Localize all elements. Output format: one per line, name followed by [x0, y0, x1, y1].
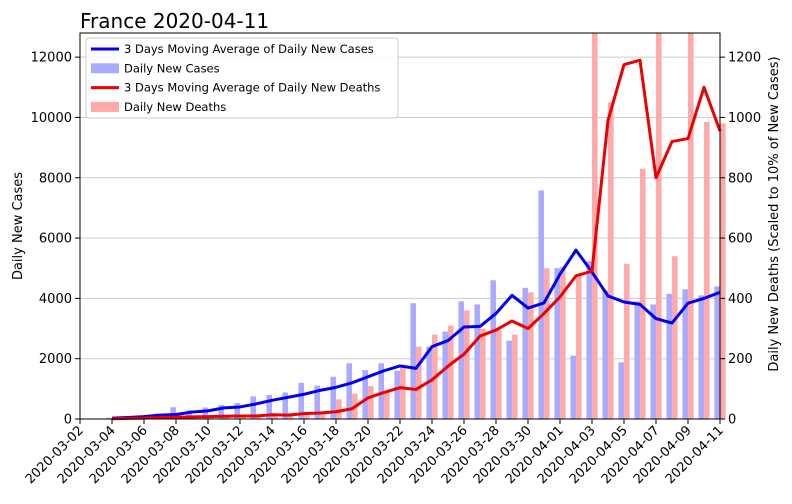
deaths-bar — [384, 391, 390, 419]
cases-bar — [266, 394, 272, 419]
deaths-bar — [560, 266, 566, 419]
y-tick-label: 0 — [64, 413, 72, 428]
cases-bar — [234, 403, 240, 419]
y2-tick-label: 600 — [728, 232, 753, 247]
cases-bar — [602, 290, 608, 419]
deaths-bar — [544, 268, 550, 419]
deaths-bar — [272, 414, 278, 419]
y-axis-label: Daily New Cases — [11, 172, 26, 280]
cases-bar — [202, 407, 208, 419]
legend: 3 Days Moving Average of Daily New Cases… — [85, 37, 399, 119]
y-tick-label: 6000 — [39, 232, 72, 247]
chart-title: France 2020-04-11 — [80, 9, 269, 33]
deaths-bar — [656, 33, 662, 419]
cases-bar — [666, 293, 672, 419]
cases-bar — [506, 340, 512, 419]
cases-bar — [698, 295, 704, 419]
deaths-bar — [720, 123, 726, 419]
deaths-bar — [448, 325, 454, 419]
cases-bar — [618, 362, 624, 419]
deaths-bar — [368, 385, 374, 419]
left-axis-ticks: 0 2000 4000 6000 8000 10000 12000 — [31, 51, 80, 428]
legend-label: 3 Days Moving Average of Daily New Cases — [124, 42, 374, 56]
deaths-bar — [704, 121, 710, 419]
right-axis-ticks: 0 200 400 600 800 1000 1200 — [720, 51, 761, 428]
y2-tick-label: 800 — [728, 171, 753, 186]
cases-bar — [474, 304, 480, 419]
cases-bar — [218, 404, 224, 419]
cases-bar — [554, 268, 560, 419]
cases-bar — [298, 382, 304, 419]
deaths-bar — [400, 364, 406, 419]
cases-bar — [458, 301, 464, 419]
y2-tick-label: 0 — [728, 413, 736, 428]
deaths-bar — [416, 346, 422, 419]
cases-bar — [362, 370, 368, 419]
cases-bar — [682, 289, 688, 419]
y2-tick-label: 200 — [728, 352, 753, 367]
cases-bar — [186, 410, 192, 419]
cases-bar — [410, 303, 416, 419]
cases-bar — [330, 376, 336, 419]
deaths-bar — [496, 330, 502, 419]
cases-bar — [394, 370, 400, 419]
deaths-bar — [608, 102, 614, 419]
deaths-bar — [288, 414, 294, 419]
legend-bar-swatch — [91, 63, 119, 74]
y-tick-label: 10000 — [31, 111, 72, 126]
legend-bar-swatch — [91, 101, 119, 112]
cases-moving-average-line — [111, 248, 721, 420]
deaths-bar — [464, 310, 470, 419]
deaths-bar — [624, 263, 630, 419]
series-lines — [111, 58, 722, 421]
deaths-bar — [336, 399, 342, 419]
deaths-bar — [528, 292, 534, 419]
y2-tick-label: 1200 — [728, 51, 761, 66]
legend-label: Daily New Deaths — [124, 100, 226, 114]
deaths-bar — [304, 412, 310, 419]
cases-bar — [522, 287, 528, 419]
cases-bar — [714, 286, 720, 419]
cases-bar — [250, 396, 256, 419]
cases-bar — [442, 331, 448, 419]
x-axis-ticks: 2020-03-022020-03-042020-03-062020-03-08… — [23, 419, 727, 487]
y-tick-label: 4000 — [39, 292, 72, 307]
cases-bar — [106, 417, 112, 419]
deaths-bar — [640, 168, 646, 419]
deaths-bar — [576, 274, 582, 419]
deaths-moving-average-line — [111, 58, 722, 421]
cases-bar — [314, 385, 320, 419]
cases-bar — [282, 392, 288, 419]
deaths-bar — [672, 256, 678, 419]
legend-label: Daily New Cases — [124, 61, 220, 75]
cases-bar — [634, 301, 640, 419]
deaths-bar — [320, 411, 326, 419]
cases-bar — [378, 363, 384, 419]
cases-bar — [490, 280, 496, 419]
y-tick-label: 12000 — [31, 51, 72, 66]
deaths-bar — [592, 33, 598, 419]
deaths-bar — [512, 334, 518, 419]
deaths-bar — [688, 33, 694, 419]
legend-box — [85, 37, 399, 119]
cases-bar — [346, 363, 352, 419]
deaths-bar — [480, 328, 486, 419]
y2-tick-label: 1000 — [728, 111, 761, 126]
cases-bar — [570, 355, 576, 419]
cases-bar — [586, 261, 592, 419]
y-tick-label: 2000 — [39, 352, 72, 367]
y2-tick-label: 400 — [728, 292, 753, 307]
cases-bar — [650, 304, 656, 419]
legend-label: 3 Days Moving Average of Daily New Death… — [124, 81, 380, 95]
y-tick-label: 8000 — [39, 171, 72, 186]
y2-axis-label: Daily New Deaths (Scaled to 10% of New C… — [767, 56, 782, 371]
